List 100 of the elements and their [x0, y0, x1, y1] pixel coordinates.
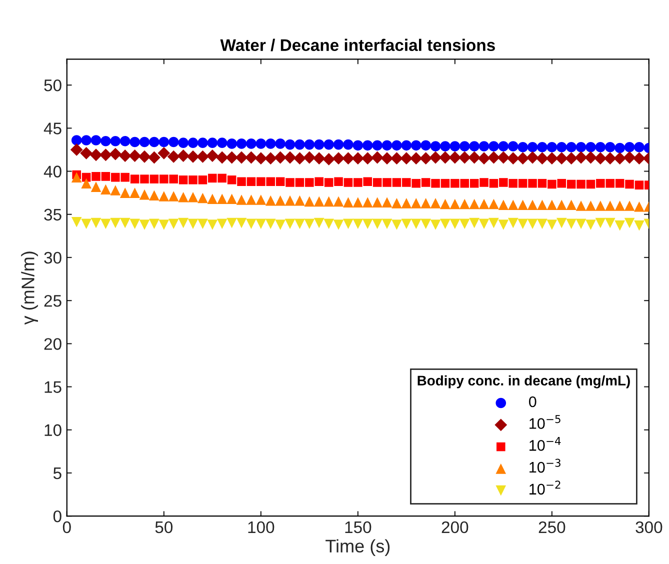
point — [80, 146, 93, 160]
point — [218, 174, 226, 183]
legend-title: Bodipy conc. in decane (mg/mL) — [418, 375, 630, 388]
point — [110, 136, 121, 146]
point — [186, 150, 200, 163]
x-tick-label: 200 — [442, 521, 468, 534]
point — [400, 152, 413, 165]
point — [149, 218, 160, 230]
legend-label: 0 — [528, 396, 536, 408]
point — [596, 178, 605, 188]
point — [314, 218, 324, 228]
point — [158, 146, 170, 160]
point — [246, 138, 256, 149]
point — [478, 152, 490, 165]
point — [576, 142, 586, 152]
legend-label: 10$^{−5}$ — [530, 415, 560, 429]
point — [286, 178, 294, 187]
point — [450, 141, 460, 152]
point — [429, 151, 442, 164]
point — [120, 136, 130, 146]
point — [352, 140, 364, 151]
point — [420, 198, 431, 208]
point — [120, 218, 130, 228]
point — [99, 148, 112, 162]
point — [71, 172, 82, 182]
point — [324, 218, 334, 230]
point — [100, 184, 111, 195]
point — [160, 174, 168, 184]
point — [498, 200, 509, 210]
point — [109, 148, 122, 160]
point — [633, 152, 646, 165]
point — [265, 195, 276, 206]
point — [518, 218, 528, 230]
point — [489, 178, 498, 188]
x-tick-label: 100 — [248, 521, 274, 534]
x-tick-label: 150 — [345, 521, 372, 534]
point — [469, 198, 480, 210]
y-tick-label: 0 — [53, 510, 62, 522]
point — [100, 136, 111, 146]
y-tick-label: 40 — [44, 166, 62, 178]
point — [198, 218, 208, 230]
point — [158, 220, 170, 230]
point — [538, 178, 547, 188]
point — [140, 174, 149, 184]
point — [130, 188, 140, 198]
point — [265, 218, 276, 230]
point — [334, 177, 343, 186]
point — [576, 180, 586, 189]
point — [178, 138, 188, 148]
point — [604, 152, 616, 165]
point — [450, 178, 460, 188]
point — [595, 218, 606, 228]
point — [92, 172, 100, 181]
point — [226, 218, 237, 228]
point — [420, 140, 431, 151]
point — [266, 177, 276, 186]
point — [420, 152, 432, 165]
point — [595, 200, 606, 211]
point — [216, 218, 228, 230]
y-axis-title: γ (mN/m) — [21, 252, 38, 325]
point — [584, 151, 597, 164]
point — [392, 220, 402, 230]
point — [624, 200, 635, 211]
point — [499, 178, 508, 187]
point — [81, 135, 92, 146]
point — [169, 174, 178, 184]
point — [264, 152, 277, 165]
point — [118, 150, 132, 162]
point — [284, 139, 296, 150]
point — [556, 218, 567, 228]
point — [634, 180, 644, 190]
point — [488, 141, 499, 152]
point — [372, 218, 382, 230]
point — [508, 200, 518, 210]
point — [362, 140, 373, 151]
point — [312, 152, 326, 165]
point — [498, 220, 509, 230]
point — [207, 138, 218, 148]
point — [246, 177, 256, 186]
point — [614, 152, 626, 165]
point — [198, 176, 208, 184]
point — [120, 172, 130, 182]
point — [130, 218, 140, 230]
point — [380, 152, 394, 165]
legend-label: 10$^{−3}$ — [530, 458, 560, 473]
point — [284, 195, 296, 206]
point — [303, 151, 316, 164]
point — [586, 142, 596, 152]
y-tick-label: 50 — [44, 79, 62, 92]
point — [497, 151, 510, 164]
point — [139, 220, 150, 230]
point — [468, 151, 481, 164]
point — [208, 174, 217, 183]
point — [440, 141, 450, 152]
point — [566, 142, 576, 152]
point — [352, 218, 364, 230]
point — [401, 218, 412, 230]
point — [566, 200, 576, 210]
point — [100, 218, 111, 230]
point — [90, 182, 102, 192]
